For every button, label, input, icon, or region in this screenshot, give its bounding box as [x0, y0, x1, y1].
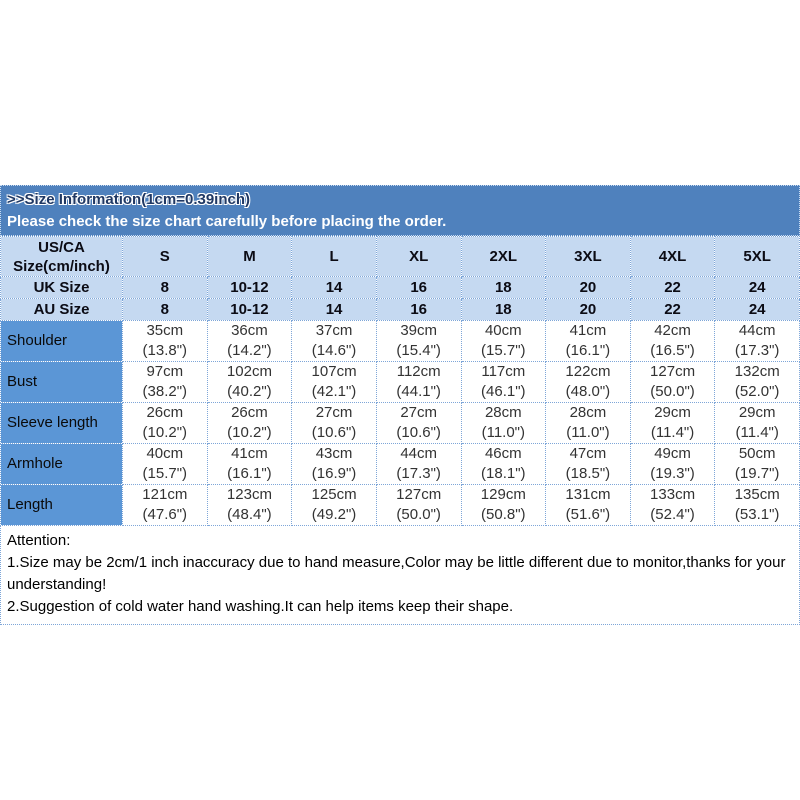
size-header-row: US/CA Size(cm/inch) S M L XL 2XL 3XL 4XL 5XL [0, 236, 800, 277]
measurement-value-cell: 117cm (46.1") [460, 361, 547, 403]
attention-box: Attention: 1.Size may be 2cm/1 inch inac… [0, 526, 800, 625]
measurement-value-cell: 135cm (53.1") [714, 484, 800, 526]
conversion-value-cell: 20 [545, 276, 631, 299]
measurement-value-cell: 46cm (18.1") [460, 443, 547, 485]
measurement-value-cell: 49cm (19.3") [629, 443, 716, 485]
measurement-value-cell: 127cm (50.0") [375, 484, 462, 526]
measurement-value-cell: 28cm (11.0") [460, 402, 547, 444]
measurement-row: Length 121cm (47.6") 123cm (48.4") 125cm (49.2… [0, 484, 800, 526]
measurement-value-cell: 97cm (38.2") [122, 361, 208, 403]
conversion-value-cell: 22 [629, 276, 716, 299]
measurement-value-cell: 40cm (15.7") [122, 443, 208, 485]
size-column-header: 3XL [545, 236, 631, 277]
size-table-body: US/CA Size(cm/inch) S M L XL 2XL 3XL 4XL 5XL UK Si… [0, 236, 800, 526]
conversion-row-label: UK Size [0, 276, 123, 299]
measurement-value-cell: 122cm (48.0") [545, 361, 631, 403]
measurement-value-cell: 27cm (10.6") [375, 402, 462, 444]
conversion-value-cell: 14 [291, 298, 377, 321]
size-column-header: XL [375, 236, 462, 277]
measurement-value-cell: 121cm (47.6") [122, 484, 208, 526]
measurement-value-cell: 102cm (40.2") [206, 361, 293, 403]
size-chart-sheet: >>Size Information(1cm=0.39inch) Please … [0, 185, 800, 625]
size-column-header: S [122, 236, 208, 277]
attention-lines: 1.Size may be 2cm/1 inch inaccuracy due … [7, 552, 791, 618]
measurement-value-cell: 112cm (44.1") [375, 361, 462, 403]
attention-line: 2.Suggestion of cold water hand washing.… [7, 598, 514, 615]
measurement-row: Sleeve length 26cm (10.2") 26cm (10.2") 27cm(… [0, 402, 800, 444]
conversion-value-cell: 8 [122, 276, 208, 299]
measurement-value-cell: 35cm (13.8") [122, 320, 208, 362]
size-table: US/CA Size(cm/inch) S M L XL 2XL 3XL 4XL 5XL UK Si… [0, 236, 800, 526]
measurement-row-label: Sleeve length [0, 402, 123, 444]
banner-subtitle: Please check the size chart carefully be… [7, 213, 447, 230]
conversion-value-cell: 24 [714, 298, 800, 321]
measurement-value-cell: 42cm (16.5") [629, 320, 716, 362]
measurement-value-cell: 28cm (11.0") [545, 402, 631, 444]
conversion-value-cell: 18 [460, 276, 547, 299]
conversion-value-cell: 8 [122, 298, 208, 321]
measurement-value-cell: 44cm (17.3") [714, 320, 800, 362]
size-column-header: M [206, 236, 293, 277]
measurement-row-label: Bust [0, 361, 123, 403]
size-column-header: 5XL [714, 236, 800, 277]
banner-title: >>Size Information(1cm=0.39inch) [7, 191, 250, 208]
measurement-value-cell: 125cm (49.2") [291, 484, 377, 526]
conversion-value-cell: 16 [375, 298, 462, 321]
size-column-header: L [291, 236, 377, 277]
conversion-value-cell: 22 [629, 298, 716, 321]
conversion-row: AU Size 8 10-12 14 16 18 20 22 24 [0, 298, 800, 321]
measurement-value-cell: 129cm (50.8") [460, 484, 547, 526]
conversion-value-cell: 10-12 [206, 276, 293, 299]
size-column-header: 4XL [629, 236, 716, 277]
measurement-value-cell: 131cm (51.6") [545, 484, 631, 526]
measurement-value-cell: 47cm (18.5") [545, 443, 631, 485]
measurement-row: Armhole 40cm (15.7") 41cm (16.1") 43cm (16.9")… [0, 443, 800, 485]
conversion-value-cell: 18 [460, 298, 547, 321]
conversion-value-cell: 14 [291, 276, 377, 299]
size-info-banner: >>Size Information(1cm=0.39inch) Please … [0, 185, 800, 236]
measurement-value-cell: 107cm (42.1") [291, 361, 377, 403]
measurement-row: Shoulder 35cm (13.8") 36cm (14.2") 37cm (14.6"… [0, 320, 800, 362]
measurement-value-cell: 43cm (16.9") [291, 443, 377, 485]
measurement-row-label: Armhole [0, 443, 123, 485]
conversion-value-cell: 16 [375, 276, 462, 299]
measurement-value-cell: 44cm (17.3") [375, 443, 462, 485]
conversion-row-label: AU Size [0, 298, 123, 321]
measurement-value-cell: 29cm (11.4") [629, 402, 716, 444]
measurement-value-cell: 41cm (16.1") [206, 443, 293, 485]
measurement-value-cell: 27cm (10.6") [291, 402, 377, 444]
measurement-value-cell: 40cm (15.7") [460, 320, 547, 362]
corner-cell: US/CA Size(cm/inch) [0, 236, 123, 277]
measurement-value-cell: 132cm (52.0") [714, 361, 800, 403]
measurement-value-cell: 50cm (19.7") [714, 443, 800, 485]
measurement-value-cell: 37cm (14.6") [291, 320, 377, 362]
size-column-header: 2XL [460, 236, 547, 277]
conversion-row: UK Size 8 10-12 14 16 18 20 22 24 [0, 276, 800, 299]
measurement-value-cell: 133cm (52.4") [629, 484, 716, 526]
measurement-value-cell: 26cm (10.2") [122, 402, 208, 444]
attention-line: 1.Size may be 2cm/1 inch inaccuracy due … [7, 554, 786, 593]
measurement-value-cell: 39cm (15.4") [375, 320, 462, 362]
measurement-row: Bust 97cm (38.2") 102cm (40.2") 107cm (42.1") 1… [0, 361, 800, 403]
conversion-value-cell: 10-12 [206, 298, 293, 321]
measurement-value-cell: 29cm (11.4") [714, 402, 800, 444]
measurement-row-label: Shoulder [0, 320, 123, 362]
measurement-value-cell: 127cm (50.0") [629, 361, 716, 403]
measurement-value-cell: 26cm (10.2") [206, 402, 293, 444]
conversion-value-cell: 20 [545, 298, 631, 321]
measurement-value-cell: 41cm (16.1") [545, 320, 631, 362]
conversion-value-cell: 24 [714, 276, 800, 299]
attention-heading: Attention: [7, 532, 71, 549]
measurement-value-cell: 36cm (14.2") [206, 320, 293, 362]
measurement-row-label: Length [0, 484, 123, 526]
measurement-value-cell: 123cm (48.4") [206, 484, 293, 526]
